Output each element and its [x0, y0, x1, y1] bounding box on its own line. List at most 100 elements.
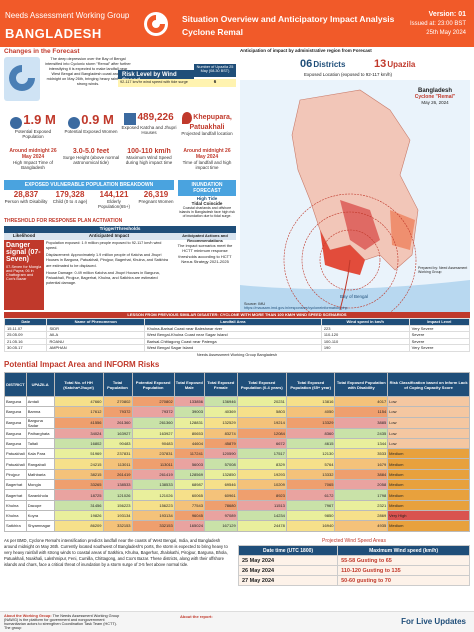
history-heading: LESSON FROM PREVIOUS SIMILAR DISASTER: C… — [4, 312, 470, 318]
wind-header-row: Date time (UTC 1800) Maximum Wind speed … — [238, 545, 470, 556]
impact-header: Anticipated Impact — [44, 233, 174, 240]
timing-surge: 3.0-5.0 feet Surge Height (above normal … — [62, 148, 120, 165]
inform-row: Barguna Patharghata 34024 163927 163927 80653… — [4, 427, 470, 439]
inform-cell: 163927 — [131, 427, 175, 439]
version-label: Version: 01 — [428, 11, 466, 18]
inform-cell: 96045 — [173, 509, 205, 522]
inform-col-header: UPAZILA — [25, 372, 55, 397]
inform-cell: 237831 — [102, 448, 133, 460]
report-header: Needs Assessment Working Group BANGLADES… — [0, 0, 474, 47]
danger-signal: Danger signal (07-Seven) — [6, 242, 41, 263]
history-section: LESSON FROM PREVIOUS SIMILAR DISASTER: C… — [4, 312, 470, 358]
history-header-row: Date Name of Phenomenon Landfall Area Wi… — [4, 318, 470, 326]
inform-cell: 138533 — [131, 479, 175, 491]
map-credit: Prepared by: Need Assessment Working Gro… — [418, 266, 468, 274]
inform-col-header: Total Exposed Population with Disability — [334, 372, 389, 397]
cyclone-logo-icon — [144, 12, 168, 36]
inform-cell: 60961 — [203, 489, 238, 501]
likelihood-cell: Danger signal (07-Seven) 07-Seven for Mo… — [4, 240, 44, 310]
inform-cell: 121026 — [131, 489, 175, 501]
inform-col-header: Risk Classification based on Inform Lack… — [387, 372, 470, 397]
threshold-heading: THRESHOLD FOR RESPONSE PLAN ACTIVATION — [4, 218, 123, 224]
inform-col-header: Total Exposed Female — [203, 372, 238, 397]
inform-cell: 24215 — [53, 458, 104, 470]
inform-cell: 86209 — [53, 520, 104, 532]
districts-number: 06 — [300, 58, 313, 70]
bangladesh-map: Bangladesh Cyclone "Remal" May 26, 2024 … — [240, 80, 470, 312]
timing-wind: 100-110 km/h Maximum Wind Speed during h… — [120, 148, 178, 165]
timing-label: Maximum Wind Speed during high impact ti… — [125, 155, 173, 165]
stat-value: 1.9 M — [23, 112, 56, 127]
risk-class-cell: Low — [387, 437, 470, 450]
inform-cell: Barguna — [4, 406, 27, 418]
inform-cell: 261419 — [131, 468, 175, 481]
risk-upazila-head: Number of Upazila 25 May (08.30 BST) — [194, 64, 236, 77]
risk-class-cell: Very High — [387, 509, 470, 522]
about-report: About the report: — [180, 614, 213, 619]
vuln-label: Pregnant Women — [138, 199, 174, 204]
vuln-value: 26,319 — [143, 190, 169, 199]
map-summary: Anticipation of impact by administrative… — [240, 48, 470, 80]
inform-cell: 12130 — [285, 448, 336, 460]
inform-cell: 113011 — [102, 458, 133, 470]
timing-value: Around midnight 26 May 2024 — [183, 148, 231, 160]
vuln-child: 179,328 Child (0 to 4 age) — [48, 190, 92, 204]
inundation-tidal: Tidal Coincide — [191, 201, 223, 206]
inform-cell: 1679 — [334, 458, 389, 470]
inform-table-wrap: DISTRICT UPAZILA Total No. of HH (Katcha+J… — [4, 372, 470, 537]
inform-cell: 6672 — [236, 437, 287, 450]
inform-cell: Barguna — [4, 437, 27, 450]
inform-cell: Patuakhali — [4, 448, 27, 460]
history-footer: Needs Assessment Working Group Banglades… — [196, 352, 278, 357]
inform-heading: Potential Impact Area and INFORM Risks — [4, 360, 160, 369]
live-updates-link[interactable]: For Live Updates — [401, 617, 466, 626]
inform-cell: Dacope — [25, 499, 55, 511]
inform-row: Barguna Taltali 16802 90483 90483 44604 45879 6… — [4, 437, 470, 450]
inform-cell: Mathbaria — [25, 468, 55, 481]
inform-cell: 4935 — [334, 520, 389, 532]
inform-cell: 13332 — [285, 468, 336, 481]
inform-cell: 132850 — [203, 468, 238, 481]
inform-cell: 12084 — [236, 427, 287, 439]
inform-cell: 4017 — [334, 395, 389, 408]
inform-cell: 13329 — [285, 416, 336, 429]
inform-cell: 51969 — [53, 448, 104, 460]
forecast-heading: Changes in the Forecast — [4, 48, 80, 55]
risk-class-cell: Medium — [387, 468, 470, 481]
narrative-text: As per BMD, Cyclone Remal's intensificat… — [4, 538, 228, 568]
wind-col: Maximum Wind speed (km/h) — [337, 545, 470, 556]
page-footer: About the Working Group: The Needs Asses… — [0, 611, 474, 632]
inform-cell: Rangabali — [25, 458, 55, 470]
inform-cell: 8923 — [236, 489, 287, 501]
upazila-number: 13 — [374, 58, 387, 70]
vuln-label: Elderly Population(65+) — [98, 199, 130, 209]
inform-cell: 97089 — [203, 509, 238, 522]
inform-cell: 19293 — [236, 468, 287, 481]
map-date: May 26, 2024 — [421, 100, 449, 105]
upazila-label: Upazila — [387, 60, 416, 69]
bay-label: Bay of Bengal — [340, 294, 369, 299]
inform-row: Khulna Dacope 31456 156223 156223 77543 78680 1… — [4, 499, 470, 511]
inform-cell: 10209 — [236, 479, 287, 491]
inform-cell: 332153 — [131, 520, 175, 532]
inform-row: Pirojpur Mathbaria 38215 261419 261419 128569… — [4, 468, 470, 481]
map-graphic — [240, 80, 470, 312]
inform-cell: 4615 — [285, 437, 336, 450]
inform-row: Khulna Koyra 19826 193134 193134 96045 97089 14… — [4, 509, 470, 522]
location-pin-icon — [182, 112, 193, 124]
threshold-section: THRESHOLD FOR RESPONSE PLAN ACTIVATION T… — [4, 218, 236, 312]
vulnerable-section: EXPOSED VULNERABLE POPULATION BREAKDOWN … — [4, 180, 236, 218]
risk-class-cell: Medium — [387, 489, 470, 501]
inform-cell: 121026 — [102, 489, 133, 501]
map-source-url[interactable]: https://mausam.imd.gov.in/responsive/cyc… — [244, 306, 348, 310]
upazila-count: 13 Upazila — [374, 58, 415, 70]
stat-value: Khepupara, Patuakhali — [189, 114, 232, 131]
timing-value: 100-110 km/h — [127, 148, 171, 155]
stat-landfall: Khepupara, Patuakhali Projected landfall… — [178, 112, 236, 136]
inform-cell: Barguna — [4, 416, 27, 429]
vuln-pregnant: 26,319 Pregnant Women — [134, 190, 178, 204]
risk-class-cell: Low — [387, 395, 470, 408]
inform-cell: 270802 — [131, 395, 175, 408]
inform-cell: 47660 — [53, 395, 104, 408]
impact-cell: Population exposed: 1.9 million people e… — [46, 241, 172, 286]
